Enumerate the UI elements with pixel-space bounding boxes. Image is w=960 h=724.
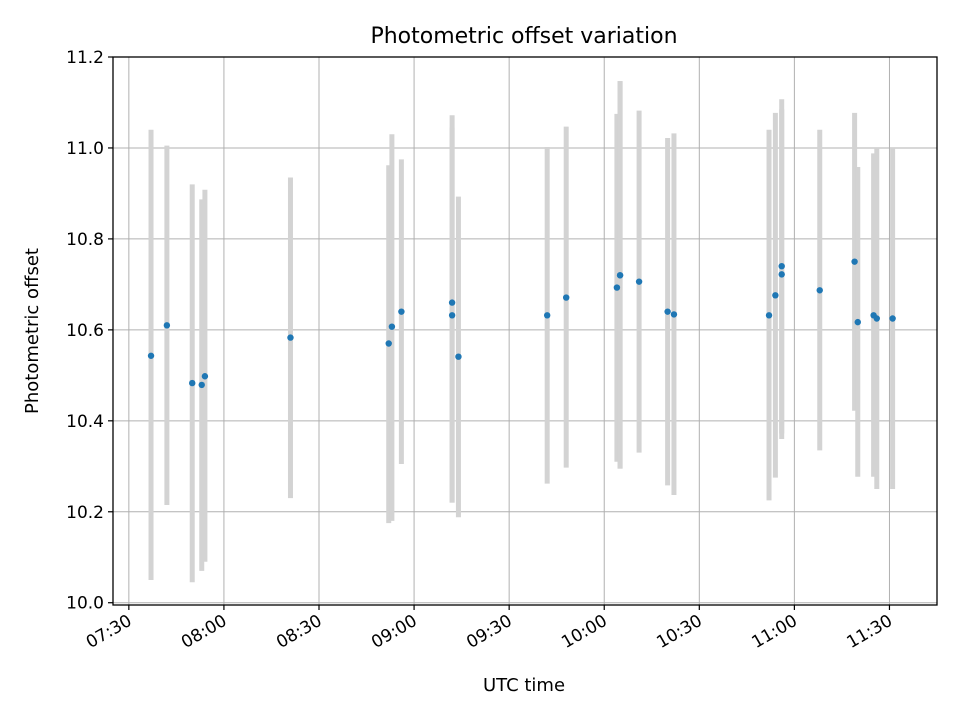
- y-tick-label: 10.0: [66, 594, 104, 614]
- data-point: [448, 299, 456, 306]
- y-tick-label: 11.2: [66, 48, 104, 68]
- point-layer: [147, 258, 896, 389]
- plot-frame: [112, 56, 938, 606]
- data-point: [147, 352, 155, 359]
- data-point: [189, 379, 196, 387]
- data-point: [198, 381, 205, 389]
- data-point: [854, 318, 861, 326]
- data-point: [816, 287, 823, 294]
- y-tick-label: 10.8: [66, 230, 104, 250]
- data-point: [385, 340, 392, 347]
- data-point: [873, 315, 880, 322]
- data-point: [163, 322, 171, 329]
- y-tick-label: 10.2: [66, 503, 104, 523]
- data-point: [765, 312, 773, 319]
- data-point: [670, 311, 678, 318]
- data-point: [201, 373, 209, 380]
- y-tick-label: 11.0: [66, 139, 104, 159]
- data-point: [287, 334, 294, 341]
- data-point: [616, 272, 624, 279]
- data-point: [664, 308, 671, 315]
- data-point: [398, 308, 405, 315]
- data-point: [851, 258, 858, 265]
- chart-title: Photometric offset variation: [370, 24, 677, 49]
- data-point: [543, 312, 551, 319]
- y-axis-label: Photometric offset: [22, 248, 43, 414]
- data-point: [772, 292, 779, 299]
- data-point: [448, 312, 456, 319]
- data-point: [778, 271, 785, 278]
- data-point: [455, 353, 462, 360]
- data-point: [388, 323, 396, 330]
- grid-layer: [113, 56, 937, 605]
- data-point: [889, 315, 896, 322]
- data-point: [778, 262, 785, 270]
- data-point: [635, 278, 643, 285]
- data-point: [613, 284, 621, 291]
- data-point: [563, 294, 570, 301]
- y-tick-label: 10.4: [66, 412, 104, 432]
- x-axis-label: UTC time: [483, 675, 565, 696]
- y-tick-label: 10.6: [66, 321, 104, 341]
